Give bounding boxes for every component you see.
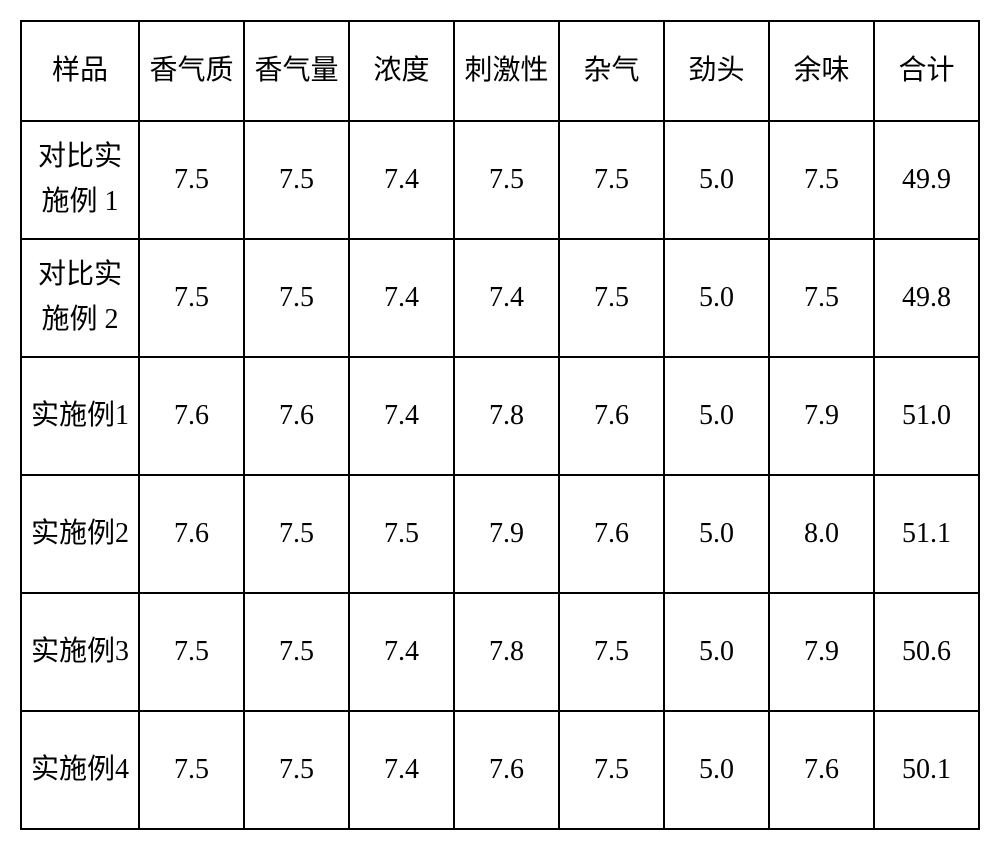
header-offgas: 杂气 bbox=[559, 21, 664, 121]
cell-value: 7.6 bbox=[139, 357, 244, 475]
cell-value: 50.1 bbox=[874, 711, 979, 829]
cell-sample: 对比实施例 2 bbox=[21, 239, 139, 357]
cell-value: 7.9 bbox=[769, 593, 874, 711]
cell-value: 5.0 bbox=[664, 475, 769, 593]
cell-value: 7.4 bbox=[349, 593, 454, 711]
table-row: 实施例1 7.6 7.6 7.4 7.8 7.6 5.0 7.9 51.0 bbox=[21, 357, 979, 475]
cell-value: 7.9 bbox=[769, 357, 874, 475]
header-irritation: 刺激性 bbox=[454, 21, 559, 121]
table-body: 对比实施例 1 7.5 7.5 7.4 7.5 7.5 5.0 7.5 49.9… bbox=[21, 121, 979, 829]
cell-value: 5.0 bbox=[664, 711, 769, 829]
cell-value: 5.0 bbox=[664, 593, 769, 711]
cell-value: 7.5 bbox=[559, 711, 664, 829]
table-row: 对比实施例 2 7.5 7.5 7.4 7.4 7.5 5.0 7.5 49.8 bbox=[21, 239, 979, 357]
table-row: 实施例3 7.5 7.5 7.4 7.8 7.5 5.0 7.9 50.6 bbox=[21, 593, 979, 711]
cell-value: 7.5 bbox=[139, 711, 244, 829]
cell-value: 7.4 bbox=[349, 357, 454, 475]
cell-value: 7.5 bbox=[769, 239, 874, 357]
cell-value: 7.5 bbox=[244, 711, 349, 829]
cell-value: 7.5 bbox=[244, 593, 349, 711]
header-total: 合计 bbox=[874, 21, 979, 121]
cell-value: 7.5 bbox=[139, 593, 244, 711]
cell-value: 7.6 bbox=[769, 711, 874, 829]
cell-value: 50.6 bbox=[874, 593, 979, 711]
table-row: 实施例4 7.5 7.5 7.4 7.6 7.5 5.0 7.6 50.1 bbox=[21, 711, 979, 829]
cell-value: 7.5 bbox=[244, 475, 349, 593]
table-header-row: 样品 香气质 香气量 浓度 刺激性 杂气 劲头 余味 合计 bbox=[21, 21, 979, 121]
cell-value: 5.0 bbox=[664, 121, 769, 239]
cell-value: 7.6 bbox=[454, 711, 559, 829]
cell-value: 7.5 bbox=[454, 121, 559, 239]
cell-value: 7.5 bbox=[244, 239, 349, 357]
cell-value: 8.0 bbox=[769, 475, 874, 593]
cell-sample: 实施例4 bbox=[21, 711, 139, 829]
data-table: 样品 香气质 香气量 浓度 刺激性 杂气 劲头 余味 合计 对比实施例 1 7.… bbox=[20, 20, 980, 830]
cell-value: 7.8 bbox=[454, 593, 559, 711]
header-strength: 劲头 bbox=[664, 21, 769, 121]
cell-value: 5.0 bbox=[664, 357, 769, 475]
cell-value: 7.5 bbox=[559, 593, 664, 711]
header-aroma-amount: 香气量 bbox=[244, 21, 349, 121]
cell-value: 7.4 bbox=[454, 239, 559, 357]
header-concentration: 浓度 bbox=[349, 21, 454, 121]
cell-sample: 对比实施例 1 bbox=[21, 121, 139, 239]
cell-value: 7.5 bbox=[769, 121, 874, 239]
cell-sample: 实施例3 bbox=[21, 593, 139, 711]
cell-value: 7.5 bbox=[139, 121, 244, 239]
cell-value: 7.5 bbox=[139, 239, 244, 357]
cell-sample: 实施例1 bbox=[21, 357, 139, 475]
cell-value: 7.8 bbox=[454, 357, 559, 475]
cell-value: 51.0 bbox=[874, 357, 979, 475]
cell-value: 7.4 bbox=[349, 239, 454, 357]
table-row: 对比实施例 1 7.5 7.5 7.4 7.5 7.5 5.0 7.5 49.9 bbox=[21, 121, 979, 239]
header-sample: 样品 bbox=[21, 21, 139, 121]
cell-value: 7.6 bbox=[244, 357, 349, 475]
cell-value: 7.6 bbox=[559, 475, 664, 593]
cell-value: 7.6 bbox=[559, 357, 664, 475]
cell-value: 49.8 bbox=[874, 239, 979, 357]
cell-value: 7.5 bbox=[349, 475, 454, 593]
cell-value: 7.9 bbox=[454, 475, 559, 593]
cell-value: 5.0 bbox=[664, 239, 769, 357]
cell-sample: 实施例2 bbox=[21, 475, 139, 593]
cell-value: 7.4 bbox=[349, 121, 454, 239]
cell-value: 49.9 bbox=[874, 121, 979, 239]
header-aftertaste: 余味 bbox=[769, 21, 874, 121]
cell-value: 7.4 bbox=[349, 711, 454, 829]
cell-value: 7.5 bbox=[559, 121, 664, 239]
cell-value: 7.6 bbox=[139, 475, 244, 593]
header-aroma-quality: 香气质 bbox=[139, 21, 244, 121]
cell-value: 7.5 bbox=[559, 239, 664, 357]
cell-value: 7.5 bbox=[244, 121, 349, 239]
table-row: 实施例2 7.6 7.5 7.5 7.9 7.6 5.0 8.0 51.1 bbox=[21, 475, 979, 593]
cell-value: 51.1 bbox=[874, 475, 979, 593]
